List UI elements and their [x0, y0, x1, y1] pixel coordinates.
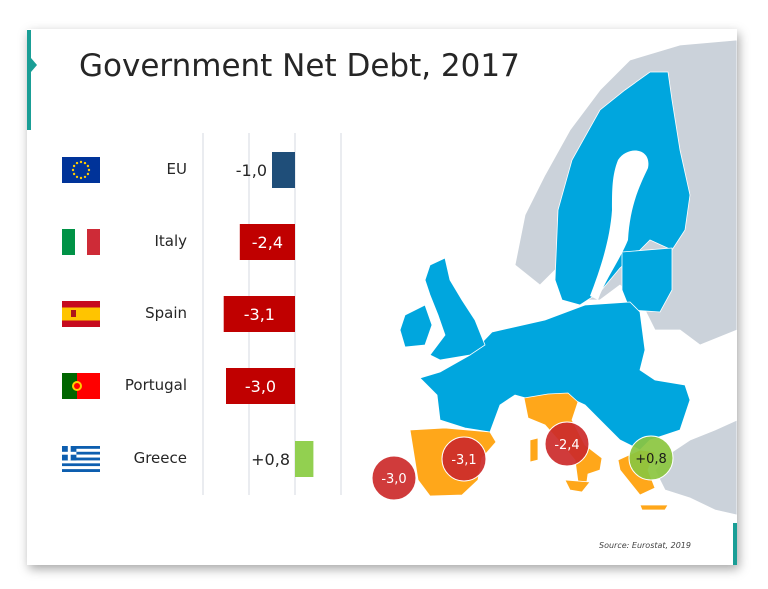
bar-spain — [223, 296, 295, 332]
bubble-label: -3,1 — [451, 453, 476, 468]
bubble-spain — [441, 436, 487, 482]
country-label: Italy — [154, 232, 187, 250]
map-baltics — [621, 247, 673, 313]
bubble-italy — [544, 421, 590, 467]
bar-portugal — [226, 368, 295, 404]
accent-bar-left — [27, 30, 31, 130]
bar-italy — [239, 224, 295, 260]
bubble-label: -3,0 — [381, 472, 406, 487]
bar-value-label: -3,1 — [244, 305, 275, 324]
greece-flag-icon — [62, 446, 100, 472]
map-sardinia — [529, 437, 539, 463]
spain-flag-icon — [62, 301, 100, 327]
map-ireland — [399, 304, 433, 348]
bar-value-label: -3,0 — [245, 377, 276, 396]
map-crete — [639, 504, 669, 511]
eu-flag-icon — [62, 157, 100, 183]
bar-value-label: +0,8 — [251, 450, 290, 469]
map-baltic-sea — [590, 150, 649, 300]
country-label: Spain — [145, 304, 187, 322]
map-sicily — [564, 479, 591, 493]
bubble-portugal — [371, 455, 417, 501]
bubble-greece — [628, 435, 674, 481]
accent-arrow — [31, 58, 37, 72]
country-label: Greece — [133, 449, 187, 467]
accent-bar-right — [733, 523, 737, 565]
country-label: Portugal — [124, 376, 187, 394]
slide-title: Government Net Debt, 2017 — [79, 48, 520, 84]
bubble-label: +0,8 — [635, 452, 667, 467]
map-uk — [424, 257, 486, 361]
italy-flag-icon — [62, 229, 100, 255]
bar-value-label: -2,4 — [252, 233, 283, 252]
bar-greece — [295, 441, 314, 477]
bubble-label: -2,4 — [554, 438, 579, 453]
bar-eu — [272, 152, 295, 188]
country-label: EU — [166, 160, 187, 178]
portugal-flag-icon — [62, 373, 100, 399]
source-note: Source: Eurostat, 2019 — [599, 541, 691, 550]
bar-value-label: -1,0 — [236, 161, 267, 180]
